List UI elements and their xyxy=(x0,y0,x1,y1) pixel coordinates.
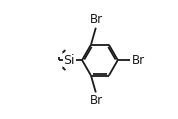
Text: Br: Br xyxy=(132,54,145,67)
Text: Si: Si xyxy=(64,54,75,67)
Text: Br: Br xyxy=(90,13,103,26)
Text: Br: Br xyxy=(90,94,103,107)
